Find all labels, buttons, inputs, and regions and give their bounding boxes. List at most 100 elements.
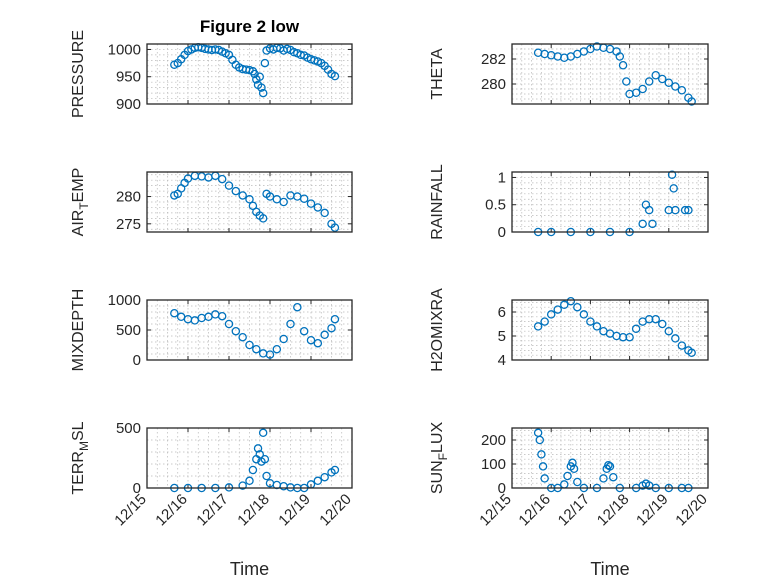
ylabel-h2omixra: H2OMIXRA (429, 288, 446, 372)
data-point (538, 462, 548, 471)
ylabel-main: PRESSURE (70, 30, 87, 118)
data-point (677, 86, 687, 95)
series-mixdepth (170, 302, 340, 359)
data-point (658, 319, 667, 329)
data-point (664, 78, 674, 88)
data-point (255, 72, 264, 81)
data-point (680, 205, 690, 215)
data-point (306, 199, 316, 208)
ytick-label: 0 (133, 352, 141, 369)
data-point (260, 454, 270, 464)
data-point (568, 458, 577, 468)
data-point (651, 71, 660, 80)
data-point (313, 203, 323, 212)
data-point (579, 310, 589, 319)
ytick-label: 1000 (108, 41, 141, 58)
data-point (170, 308, 179, 318)
ytick-label: 4 (498, 352, 506, 369)
ylabel-main: TERR (70, 451, 87, 495)
ylabel-main: SUN (429, 460, 446, 494)
data-point (560, 300, 569, 310)
data-point (615, 52, 625, 61)
data-point (330, 223, 340, 232)
data-point (625, 332, 634, 342)
data-point (540, 474, 549, 483)
xlabel: Time (230, 559, 269, 579)
panel-rainfall: 0 0.5 1 RAINFALL (429, 164, 709, 241)
ylabel-main: MIXDEPTH (70, 289, 87, 372)
data-point (238, 481, 247, 490)
data-point (245, 476, 254, 486)
data-point (313, 338, 323, 348)
data-point (265, 350, 275, 359)
axes-box (146, 171, 353, 233)
data-point (631, 88, 641, 98)
data-point (671, 334, 680, 343)
data-point (224, 181, 234, 190)
ytick-label: 0.5 (485, 197, 506, 214)
data-point (687, 348, 696, 358)
ylabel-rest: EMP (70, 168, 87, 203)
data-point (231, 186, 241, 196)
ylabel-main: THETA (429, 48, 446, 100)
ylabel-subscript: T (77, 202, 91, 210)
data-point (306, 335, 316, 345)
data-point (573, 302, 582, 312)
data-point (553, 305, 562, 314)
data-point (535, 435, 545, 445)
xlabel: Time (590, 559, 629, 579)
ylabel-main: RAINFALL (429, 164, 446, 240)
data-point (573, 477, 582, 487)
chart-title: Figure 2 low (200, 17, 300, 36)
data-point (687, 97, 696, 106)
axes-box (511, 43, 709, 105)
series-pressure (170, 43, 340, 98)
data-point (299, 194, 309, 203)
data-point (651, 314, 660, 324)
data-point (248, 465, 258, 475)
data-point (540, 317, 549, 326)
ytick-label: 0 (133, 480, 141, 497)
data-point (245, 195, 254, 204)
data-point (238, 191, 247, 200)
data-point (257, 83, 266, 92)
data-point (286, 319, 295, 329)
ytick-label: 1 (498, 169, 506, 186)
data-point (258, 428, 268, 438)
axes-box (146, 427, 353, 489)
data-point (622, 77, 631, 86)
ytick-label: 100 (481, 456, 506, 473)
data-point (262, 471, 271, 481)
ylabel-theta: THETA (429, 48, 446, 100)
ylabel-airtemp: AIRTEMP (70, 168, 91, 237)
data-point (293, 302, 302, 312)
series-h2omixra (533, 296, 696, 358)
data-point (272, 344, 282, 354)
data-point (563, 471, 572, 481)
data-point (330, 465, 340, 475)
ytick-label: 200 (481, 432, 506, 449)
data-point (677, 341, 687, 350)
data-point (320, 472, 329, 482)
data-point (664, 326, 674, 336)
ytick-label: 500 (116, 322, 141, 339)
ylabel-rainfall: RAINFALL (429, 164, 446, 240)
data-point (217, 311, 227, 321)
ylabel-pressure: PRESSURE (70, 30, 87, 118)
data-point (252, 344, 261, 354)
ytick-label: 282 (481, 51, 506, 68)
data-point (330, 314, 340, 324)
data-point (592, 322, 602, 331)
data-point (299, 326, 309, 336)
data-point (638, 84, 647, 94)
data-point (605, 462, 615, 471)
axes-box (511, 299, 709, 361)
data-point (669, 184, 678, 193)
data-point (260, 58, 270, 68)
data-point (330, 71, 340, 81)
data-point (546, 310, 556, 319)
data-point (533, 322, 543, 331)
ytick-label: 0 (498, 224, 506, 241)
data-point (599, 474, 608, 483)
